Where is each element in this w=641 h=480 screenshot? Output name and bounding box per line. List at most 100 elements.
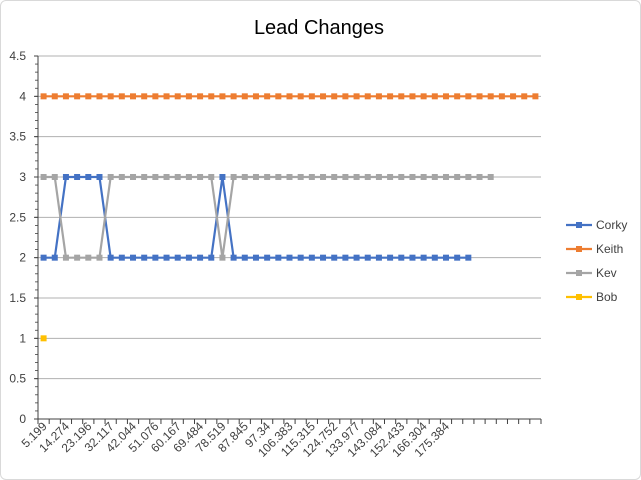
- data-point-kev: [320, 174, 327, 180]
- data-point-kev: [487, 174, 494, 180]
- data-point-kev: [264, 174, 271, 180]
- data-point-corky: [74, 174, 81, 180]
- data-point-kev: [130, 174, 137, 180]
- series-lines: [40, 93, 539, 342]
- data-point-kev: [241, 174, 248, 180]
- data-point-corky: [185, 254, 192, 261]
- series-keith: [40, 93, 539, 100]
- data-point-corky: [398, 254, 405, 261]
- data-point-keith: [353, 93, 360, 100]
- data-point-kev: [275, 174, 282, 180]
- data-point-kev: [331, 174, 338, 180]
- y-tick-label: 1.5: [9, 291, 26, 305]
- data-point-corky: [107, 254, 114, 261]
- data-point-keith: [286, 93, 293, 100]
- data-point-corky: [364, 254, 371, 261]
- axes: [37, 56, 541, 420]
- data-point-corky: [320, 254, 327, 261]
- data-point-keith: [387, 93, 394, 100]
- data-point-kev: [185, 174, 192, 180]
- data-point-corky: [420, 254, 427, 261]
- data-point-kev: [375, 174, 382, 180]
- data-point-keith: [264, 93, 271, 100]
- legend-label: Kev: [596, 266, 617, 280]
- y-tick-label: 4.5: [9, 49, 26, 63]
- data-point-keith: [364, 93, 371, 100]
- data-point-keith: [409, 93, 416, 100]
- data-point-kev: [286, 174, 293, 180]
- data-point-keith: [241, 93, 248, 100]
- y-tick-label: 2.5: [9, 210, 26, 224]
- data-point-corky: [230, 254, 237, 261]
- data-point-keith: [420, 93, 427, 100]
- legend-label: Keith: [596, 242, 623, 256]
- data-point-corky: [219, 174, 226, 180]
- data-point-keith: [398, 93, 405, 100]
- data-point-keith: [152, 93, 159, 100]
- data-point-keith: [331, 93, 338, 100]
- data-point-kev: [398, 174, 405, 180]
- legend-label: Corky: [596, 218, 627, 232]
- data-point-kev: [74, 254, 81, 261]
- data-point-kev: [409, 174, 416, 180]
- data-point-corky: [442, 254, 449, 261]
- data-point-keith: [510, 93, 517, 100]
- data-point-kev: [420, 174, 427, 180]
- data-point-kev: [442, 174, 449, 180]
- data-point-kev: [364, 174, 371, 180]
- legend-marker: [576, 270, 582, 276]
- data-point-keith: [476, 93, 483, 100]
- data-point-keith: [230, 93, 237, 100]
- data-point-corky: [264, 254, 271, 261]
- data-point-corky: [454, 254, 461, 261]
- data-point-kev: [297, 174, 304, 180]
- data-point-kev: [62, 254, 69, 261]
- data-point-corky: [163, 254, 170, 261]
- data-point-corky: [118, 254, 125, 261]
- y-tick-label: 0.5: [9, 372, 26, 386]
- data-point-kev: [40, 174, 47, 180]
- data-point-kev: [51, 174, 58, 180]
- chart-title: Lead Changes: [254, 17, 384, 39]
- data-point-corky: [375, 254, 382, 261]
- data-point-corky: [174, 254, 181, 261]
- data-point-keith: [163, 93, 170, 100]
- data-point-keith: [96, 93, 103, 100]
- data-point-keith: [208, 93, 215, 100]
- y-axis-ticks: 0 0.5 1 1.5 2 2.5 3 3.5 4 4.5: [9, 49, 38, 426]
- y-tick-label: 3: [19, 170, 26, 184]
- y-tick-label: 0: [19, 412, 26, 426]
- data-point-keith: [219, 93, 226, 100]
- x-axis-ticks: 5.19914.27423.19632.11742.04451.07660.16…: [19, 419, 542, 460]
- data-point-keith: [487, 93, 494, 100]
- data-point-kev: [387, 174, 394, 180]
- data-point-keith: [107, 93, 114, 100]
- data-point-corky: [85, 174, 92, 180]
- data-point-kev: [163, 174, 170, 180]
- data-point-kev: [342, 174, 349, 180]
- data-point-keith: [442, 93, 449, 100]
- data-point-keith: [130, 93, 137, 100]
- data-point-corky: [96, 174, 103, 180]
- data-point-corky: [275, 254, 282, 261]
- data-point-keith: [141, 93, 148, 100]
- data-point-keith: [275, 93, 282, 100]
- data-point-corky: [208, 254, 215, 261]
- data-point-corky: [353, 254, 360, 261]
- legend-marker: [576, 294, 582, 300]
- data-point-keith: [532, 93, 539, 100]
- data-point-kev: [454, 174, 461, 180]
- data-point-keith: [197, 93, 204, 100]
- data-point-bob: [40, 335, 47, 342]
- data-point-corky: [40, 254, 47, 261]
- data-point-keith: [40, 93, 47, 100]
- data-point-corky: [431, 254, 438, 261]
- grid-lines: [38, 55, 541, 380]
- series-kev: [40, 174, 494, 261]
- data-point-kev: [431, 174, 438, 180]
- data-point-corky: [252, 254, 259, 261]
- data-point-keith: [118, 93, 125, 100]
- data-point-kev: [118, 174, 125, 180]
- legend-item-bob: Bob: [566, 290, 618, 304]
